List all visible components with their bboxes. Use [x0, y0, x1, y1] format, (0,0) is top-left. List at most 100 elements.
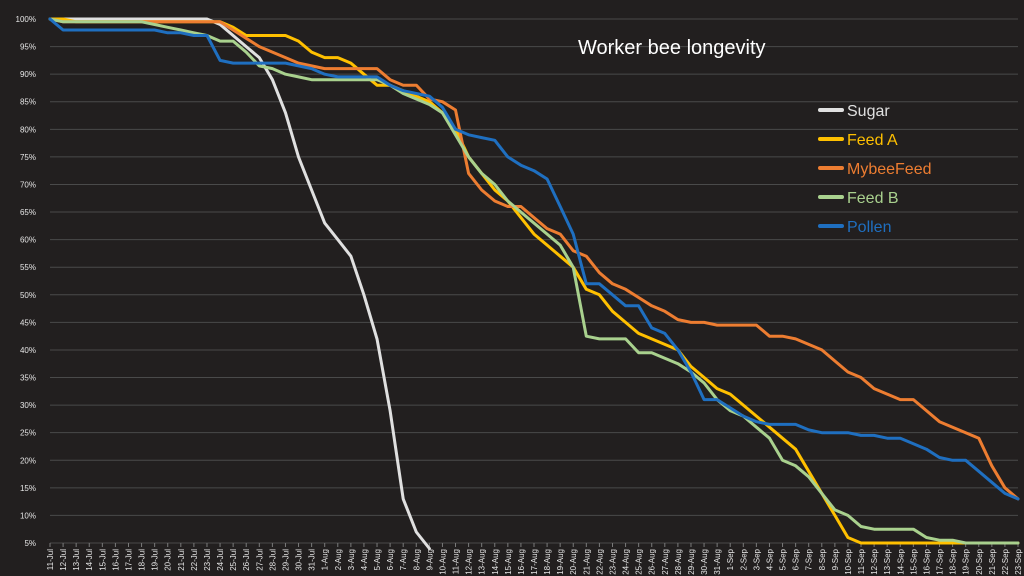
x-tick-label: 22-Sep [1001, 548, 1010, 574]
x-tick-label: 16-Aug [517, 549, 526, 575]
x-tick-label: 18-Sep [949, 548, 958, 574]
y-tick-label: 80% [20, 125, 36, 134]
x-tick-label: 20-Jul [164, 549, 173, 571]
y-tick-label: 10% [20, 511, 36, 520]
y-tick-label: 60% [20, 236, 36, 245]
x-tick-label: 19-Jul [151, 549, 160, 571]
x-tick-label: 4-Sep [765, 548, 774, 570]
x-tick-label: 13-Jul [72, 549, 81, 571]
chart-title: Worker bee longevity [578, 37, 766, 59]
x-tick-label: 29-Aug [687, 549, 696, 575]
x-tick-label: 14-Sep [896, 548, 905, 574]
series-line-pollen [48, 17, 1020, 501]
x-tick-label: 18-Aug [543, 549, 552, 575]
x-tick-label: 28-Jul [268, 549, 277, 571]
x-tick-label: 24-Jul [216, 549, 225, 571]
x-tick-label: 7-Aug [399, 549, 408, 570]
x-tick-label: 5-Sep [779, 548, 788, 570]
x-tick-label: 16-Jul [111, 549, 120, 571]
series-line-feed-a [48, 17, 1020, 545]
x-tick-label: 1-Aug [321, 549, 330, 570]
x-tick-label: 1-Sep [726, 548, 735, 570]
x-tick-label: 31-Aug [713, 549, 722, 575]
x-tick-label: 21-Sep [988, 548, 997, 574]
series-line-sugar [48, 17, 431, 550]
x-tick-label: 3-Sep [752, 548, 761, 570]
y-tick-label: 70% [20, 180, 36, 189]
x-tick-label: 11-Jul [46, 549, 55, 570]
y-tick-label: 5% [24, 539, 36, 548]
legend: Sugar Feed A MybeeFeed Feed B Pollen [818, 103, 932, 236]
x-tick-label: 30-Jul [295, 549, 304, 571]
y-tick-label: 100% [16, 15, 36, 24]
x-tick-label: 12-Sep [870, 548, 879, 574]
x-tick-label: 19-Sep [962, 548, 971, 574]
y-tick-label: 50% [20, 291, 36, 300]
x-tick-label: 8-Aug [412, 549, 421, 570]
x-tick-label: 23-Jul [203, 549, 212, 571]
x-tick-label: 16-Sep [922, 548, 931, 574]
y-tick-label: 65% [20, 208, 36, 217]
legend-label: Feed A [847, 132, 898, 149]
x-tick-label: 13-Aug [478, 549, 487, 575]
x-tick-label: 28-Aug [674, 549, 683, 575]
series-lines [48, 17, 1020, 550]
x-tick-label: 17-Aug [530, 549, 539, 575]
x-tick-label: 22-Jul [190, 549, 199, 571]
y-tick-label: 30% [20, 401, 36, 410]
x-tick-label: 2-Sep [739, 548, 748, 570]
x-tick-label: 25-Jul [229, 549, 238, 571]
y-tick-label: 15% [20, 484, 36, 493]
x-tick-label: 14-Aug [491, 549, 500, 575]
x-tick-label: 15-Aug [504, 549, 513, 575]
x-tick-label: 7-Sep [805, 548, 814, 570]
x-tick-label: 31-Jul [308, 549, 317, 571]
legend-label: Pollen [847, 219, 891, 236]
x-tick-label: 19-Aug [556, 549, 565, 575]
x-tick-label: 6-Sep [792, 548, 801, 570]
y-tick-label: 25% [20, 429, 36, 438]
x-tick-label: 4-Aug [360, 549, 369, 570]
x-tick-label: 12-Aug [465, 549, 474, 575]
x-tick-label: 22-Aug [595, 549, 604, 575]
x-tick-label: 10-Aug [438, 549, 447, 575]
gridlines [50, 18, 1018, 544]
x-tick-label: 20-Aug [569, 549, 578, 575]
y-tick-label: 75% [20, 153, 36, 162]
x-tick-label: 14-Jul [85, 549, 94, 571]
y-tick-label: 35% [20, 374, 36, 383]
x-tick-label: 10-Sep [844, 548, 853, 574]
y-axis-ticks: 5% 10% 15% 20% 25% 30% 35% 40% 45% 50% 55% 60% 65% 70… [16, 15, 36, 548]
series-line-mybeefeed [48, 17, 1020, 501]
x-tick-label: 17-Sep [936, 548, 945, 574]
y-tick-label: 55% [20, 263, 36, 272]
x-tick-label: 8-Sep [818, 548, 827, 570]
x-tick-label: 13-Sep [883, 548, 892, 574]
x-tick-label: 18-Jul [138, 549, 147, 571]
x-tick-label: 9-Aug [425, 549, 434, 570]
x-tick-label: 9-Sep [831, 548, 840, 570]
x-tick-label: 15-Sep [909, 548, 918, 574]
x-tick-label: 21-Jul [177, 549, 186, 571]
legend-label: Feed B [847, 190, 899, 207]
legend-label: Sugar [847, 103, 890, 120]
x-tick-label: 29-Jul [281, 549, 290, 571]
x-tick-label: 6-Aug [386, 549, 395, 570]
x-axis-ticks: 11-Jul 12-Jul 13-Jul 14-Jul 15-Jul 16-Jul 17-J… [46, 543, 1023, 575]
x-tick-label: 30-Aug [700, 549, 709, 575]
x-tick-label: 11-Aug [452, 549, 461, 574]
y-tick-label: 95% [20, 43, 36, 52]
legend-label: MybeeFeed [847, 161, 932, 178]
x-tick-label: 26-Jul [242, 549, 251, 571]
x-tick-label: 23-Sep [1014, 548, 1023, 574]
x-tick-label: 15-Jul [98, 549, 107, 571]
x-tick-label: 12-Jul [59, 549, 68, 571]
x-tick-label: 27-Aug [661, 549, 670, 575]
x-tick-label: 11-Sep [857, 548, 866, 574]
y-tick-label: 40% [20, 346, 36, 355]
x-tick-label: 20-Sep [975, 548, 984, 574]
y-tick-label: 90% [20, 70, 36, 79]
y-tick-label: 20% [20, 456, 36, 465]
x-tick-label: 5-Aug [373, 549, 382, 570]
